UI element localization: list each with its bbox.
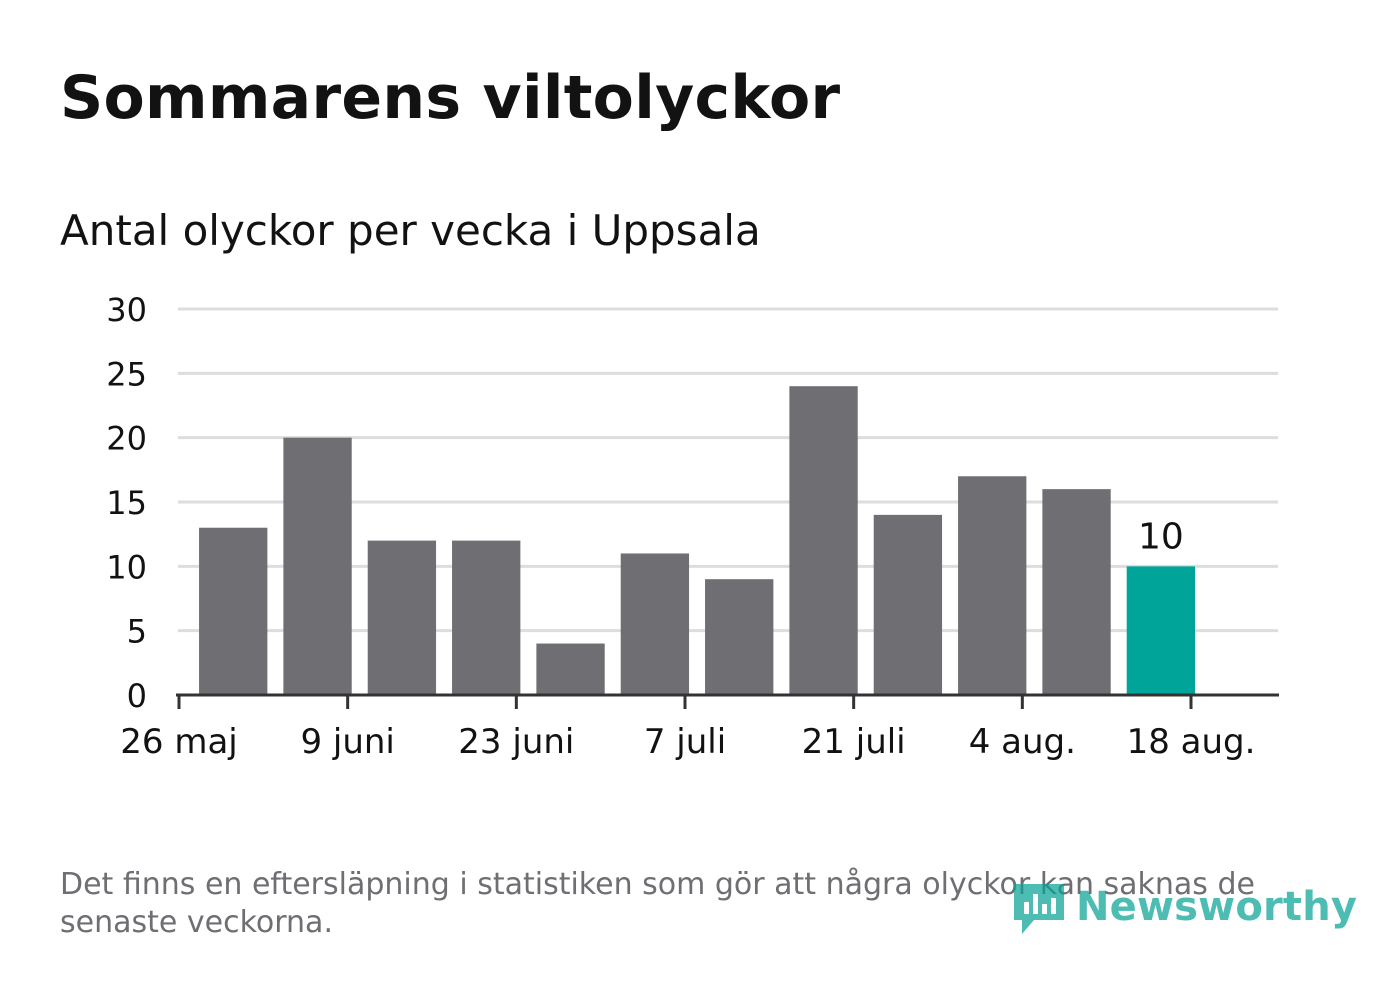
- y-tick-label: 25: [106, 355, 147, 393]
- y-tick-label: 20: [106, 420, 147, 458]
- x-tick-label: 4 aug.: [969, 722, 1076, 762]
- x-tick-label: 21 juli: [802, 722, 906, 762]
- bars: [199, 386, 1196, 695]
- bar-highlight: [1126, 566, 1196, 695]
- x-tick-label: 26 maj: [120, 722, 237, 762]
- y-axis-tick-labels: 0 5 10 15 20 25 30: [106, 291, 147, 715]
- bar: [789, 386, 858, 695]
- chart-subtitle: Antal olyckor per vecka i Uppsala: [60, 206, 761, 255]
- bar: [536, 643, 605, 695]
- bar-value-label: 10: [1138, 516, 1184, 557]
- x-tick-label: 9 juni: [300, 722, 394, 762]
- y-tick-label: 0: [127, 677, 147, 715]
- bar: [620, 553, 690, 695]
- data-labels: 10: [1138, 516, 1184, 557]
- bar-chart: 0 5 10 15 20 25 30 26 maj 9 juni 23 juni 7 juli 21…: [106, 291, 1279, 762]
- y-tick-label: 15: [106, 484, 147, 522]
- bar: [283, 437, 352, 695]
- y-tick-label: 30: [106, 291, 147, 329]
- chart-title: Sommarens viltolyckor: [60, 63, 841, 133]
- bar: [705, 579, 774, 695]
- bar: [1042, 489, 1111, 695]
- logo-text: Newsworthy: [1076, 884, 1358, 930]
- bar: [199, 527, 268, 695]
- bar: [873, 514, 943, 695]
- x-tick-label: 7 juli: [644, 722, 726, 762]
- newsworthy-logo-icon: [1014, 884, 1064, 934]
- bar: [367, 540, 437, 695]
- y-tick-label: 10: [106, 548, 147, 586]
- bar: [452, 540, 521, 695]
- x-axis: [176, 693, 1279, 709]
- x-axis-tick-labels: 26 maj 9 juni 23 juni 7 juli 21 juli 4 aug. 18…: [120, 722, 1255, 762]
- y-tick-label: 5: [127, 613, 147, 651]
- bar: [958, 476, 1027, 695]
- newsworthy-logo: Newsworthy: [1010, 876, 1357, 938]
- x-tick-label: 23 juni: [458, 722, 574, 762]
- x-tick-label: 18 aug.: [1127, 722, 1256, 762]
